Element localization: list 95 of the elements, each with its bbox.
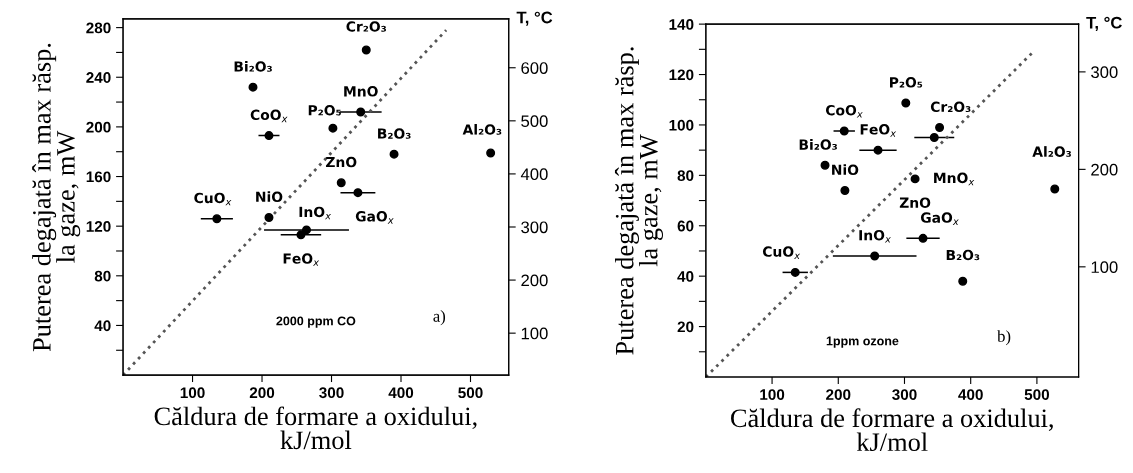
point [918,233,928,243]
point [820,160,830,170]
x-axis-title: Căldura de formare a oxidului, kJ/mol [731,408,1053,452]
y2-tick-label: 500 [521,115,548,128]
y2-tick-label: 600 [521,62,548,74]
annotation: CuO$_{x}$ [762,246,801,259]
annotation: b) [997,330,1011,346]
x-tick-label: 400 [958,389,983,401]
point [353,188,363,198]
point [264,131,274,141]
y-tick-label: 80 [94,270,111,282]
annotation: 2000 ppm CO [276,316,356,328]
point [336,178,346,188]
point [958,276,968,286]
y-tick-label: 120 [86,221,111,232]
annotation: InO$_{x}$ [859,229,891,243]
point [486,148,496,158]
annotation: MnO [344,86,378,97]
y-tick-label: 120 [669,69,694,81]
annotation: 1ppm ozone [826,336,899,348]
annotation: ZnO [325,156,357,168]
x-tick-label: 100 [180,387,205,399]
y2-tick-label: 100 [1091,261,1118,274]
y-tick-label: 280 [86,22,111,34]
point [1050,184,1060,194]
x-tick-label: 200 [826,389,851,401]
y-tick-label: 40 [94,320,111,332]
point [870,251,880,261]
y2-tick-label: 300 [1091,66,1118,79]
point [264,212,274,222]
y2-tick-label: 300 [521,221,548,234]
annotation: Cr₂O₃ [930,101,971,113]
annotation: a) [433,310,446,326]
x-tick-label: 400 [388,387,414,399]
y2-tick-label: 200 [1091,163,1118,176]
y-tick-label: 140 [669,18,694,30]
annotation: ZnO [899,197,931,208]
annotation: Cr₂O₃ [346,21,387,32]
annotation: MnO$_{x}$ [934,172,975,186]
annotation: Bi₂O₃ [799,139,837,150]
annotation: CuO$_{x}$ [194,192,232,206]
annotation: P₂O₅ [890,77,923,88]
y2-axis-title: T, °C [516,11,553,26]
point [840,185,850,195]
x-tick-label: 500 [458,387,483,399]
point [929,133,939,143]
y-tick-label: 60 [677,220,694,232]
point [910,174,920,184]
y-tick-label: 20 [677,321,694,333]
annotation: FeO$_{x}$ [283,253,320,266]
annotation: CoO$_{x}$ [250,109,288,123]
annotation: GaO$_{x}$ [355,211,394,224]
annotation: CoO$_{x}$ [825,104,863,118]
y-tick-label: 80 [677,170,694,182]
point [356,107,366,117]
point [248,82,258,92]
annotation: Bi₂O₃ [234,61,272,72]
y2-axis-title: T, °C [1086,16,1122,32]
y-axis-title: Puterea degajată în max răsp. la gaze, mW [32,43,81,352]
y2-tick-label: 200 [521,274,548,287]
annotation: NiO [256,191,283,203]
point [296,230,306,240]
annotation: P₂O₅ [308,104,341,116]
y2-tick-label: 400 [520,168,548,181]
y-tick-label: 40 [677,271,694,282]
annotation: B₂O₃ [378,128,411,139]
x-tick-label: 300 [892,389,917,401]
point [301,225,311,235]
y-axis-title: Puterea degajată în max răsp. la gaze, mW [614,47,664,355]
point [873,145,883,155]
point [935,122,945,132]
y-tick-label: 240 [86,72,111,83]
y2-tick-label: 100 [521,327,548,340]
x-tick-label: 300 [319,387,344,399]
annotation: Al₂O₃ [462,124,502,135]
x-axis-title: Căldura de formare a oxidului, kJ/mol [154,406,477,450]
annotation: InO$_{x}$ [299,206,332,220]
point [328,123,338,133]
annotation: Al₂O₃ [1032,146,1071,157]
y-tick-label: 160 [86,171,111,183]
y-tick-label: 100 [669,119,694,131]
annotation: B₂O₃ [946,249,980,261]
annotation: FeO$_{x}$ [860,124,897,137]
point [839,126,849,136]
point [212,214,222,224]
point [361,45,371,55]
annotation: GaO$_{x}$ [920,212,959,225]
x-tick-label: 500 [1024,389,1050,401]
point [901,98,911,108]
x-tick-label: 200 [249,387,275,399]
annotation: NiO [832,164,859,176]
x-tick-label: 100 [760,389,785,401]
point [389,149,399,159]
y-tick-label: 200 [86,121,111,133]
point [790,267,800,277]
